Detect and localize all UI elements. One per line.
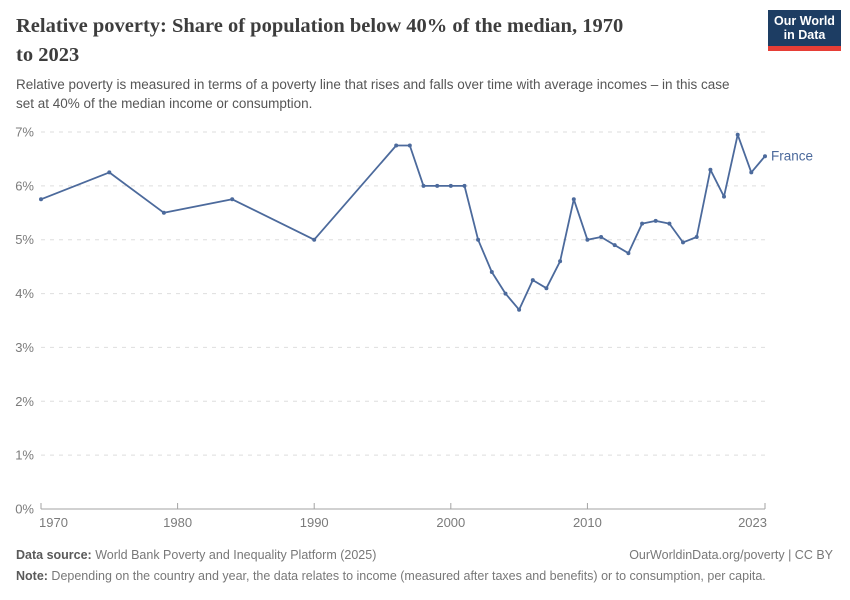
note-text: Depending on the country and year, the d… [47,569,766,583]
data-point [694,235,699,239]
data-point [558,259,563,264]
y-tick-label: 1% [15,448,34,463]
data-point [585,237,590,242]
data-point [161,210,166,215]
data-point [708,167,713,172]
data-point [517,307,522,312]
data-point [735,132,740,137]
data-point [435,183,440,188]
data-point [230,197,235,202]
data-source-text: World Bank Poverty and Inequality Platfo… [91,548,377,562]
data-point [489,270,494,274]
line-chart: 0% 1% 2% 3% 4% 5% 6% 7% 1970 1980 1990 2000 2010 2023… [15,125,813,531]
page-title: Relative poverty: Share of population be… [16,15,624,66]
owid-logo-line1: Our World [774,13,835,28]
y-tick-label: 4% [15,286,34,301]
data-point [421,183,426,188]
data-point [462,183,467,188]
x-tick-label: 2023 [738,515,767,530]
data-point [640,221,645,226]
data-point [544,286,549,291]
data-point [107,170,112,175]
data-source-label: Data source: [16,548,92,562]
data-point [448,183,453,188]
data-point [612,243,617,248]
data-source-line: Data source: World Bank Poverty and Ineq… [16,547,376,563]
series-label-france: France [771,149,813,164]
data-point [599,235,604,239]
data-point [571,197,576,202]
x-tick-label: 1980 [163,515,192,530]
x-tick-label: 1990 [300,515,329,530]
data-point [312,237,317,242]
data-point [626,251,631,256]
x-tick-label: 2010 [573,515,602,530]
data-point [653,218,658,223]
owid-license-link[interactable]: OurWorldinData.org/poverty | CC BY [629,548,833,562]
x-tick-label: 1970 [39,515,68,530]
y-tick-label: 0% [15,502,34,517]
chart-subtitle: Relative poverty is measured in terms of… [16,77,730,111]
data-point [681,240,685,245]
y-tick-label: 2% [15,394,34,409]
note-label: Note: [16,569,48,583]
data-point [39,197,43,202]
y-tick-label: 5% [15,232,34,247]
data-point [503,291,508,296]
data-point [763,154,767,159]
owid-logo-line2: in Data [783,28,826,42]
data-point [722,194,726,199]
owid-logo: Our World in Data [768,10,841,51]
data-point [394,143,399,148]
data-point [407,143,412,148]
y-tick-label: 7% [15,125,34,140]
y-tick-label: 3% [15,340,34,355]
data-point [667,221,672,226]
x-tick-label: 2000 [436,515,465,530]
data-point [530,278,535,283]
note-line: Note: Depending on the country and year,… [16,568,816,584]
data-point [476,237,481,242]
y-tick-label: 6% [15,178,34,193]
data-point [749,170,754,175]
